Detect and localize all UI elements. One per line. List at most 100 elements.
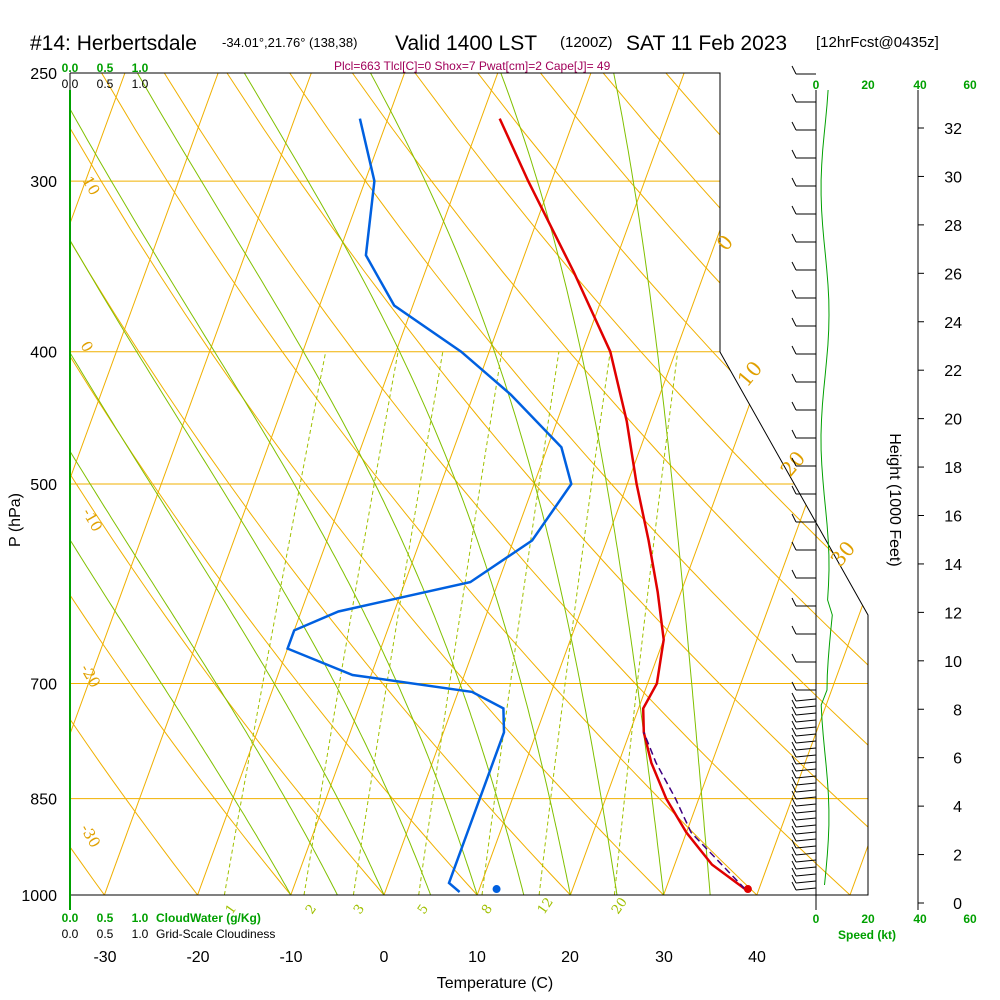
chart-utc-time: (1200Z) [560,34,613,51]
mixing-ratio-line [352,351,444,895]
wind-barb [795,726,817,730]
height-tick-label: 14 [944,557,962,574]
cloudwater-bottom-tick: 0.0 [62,911,79,925]
cloudwater-legend: CloudWater (g/Kg) [156,911,261,925]
isotherm-line [70,73,312,895]
height-tick-label: 22 [944,363,962,380]
wind-barb-flag [791,706,797,716]
wind-barb-flag [791,513,797,523]
wind-barb-flag [791,65,797,75]
wind-barb-flag [791,692,797,702]
height-tick-label: 6 [953,751,962,768]
cloudwater-top-tick: 0.0 [62,61,79,75]
isotherm-line [0,73,32,895]
speed-top-tick: 0 [813,78,820,92]
wind-barb-flag [791,699,797,709]
wind-barb [795,740,817,744]
speed-legend: Speed (kt) [838,928,896,942]
moist-adiabat-line [70,73,432,895]
wind-barb-flag [791,867,797,877]
mixing-ratio-label: 12 [535,895,557,917]
wind-barb-flag [791,597,797,607]
isotherm-line [70,73,126,895]
mixing-ratio-line [223,351,327,895]
dry-adiabat-line [477,73,868,895]
axes: -30 -20 -10 0 10 20 30 402503004005007008501000… [21,61,977,966]
wind-barb [795,719,817,723]
moist-adiabat-line [70,73,478,895]
height-tick-label: 4 [953,799,962,816]
wind-barb-flag [791,818,797,828]
stability-stats: Plcl=663 Tlcl[C]=0 Shox=7 Pwat[cm]=2 Cap… [334,59,611,73]
speed-bottom-tick: 0 [813,912,820,926]
chart-coords: -34.01°,21.76° (138,38) [222,35,357,50]
isotherm-line [197,73,499,895]
wind-barb [795,705,817,709]
wind-barb-flag [791,345,797,355]
wind-barb-flag [791,846,797,856]
x-tick-label: -10 [279,949,302,966]
height-tick-label: 16 [944,509,962,526]
cloudiness-legend: Grid-Scale Cloudiness [156,927,275,941]
speed-bottom-tick: 60 [963,912,977,926]
wind-barb [795,852,817,856]
mixing-ratio-line [303,351,399,895]
wind-barb-flag [791,839,797,849]
wind-barb [795,873,817,877]
dry-adiabat-line [917,73,1000,895]
mixing-ratio-label: 5 [415,902,432,917]
wind-barb-flag [791,825,797,835]
wind-barb-flag [791,149,797,159]
mixing-ratio-label: 2 [303,902,320,917]
mixing-ratio-line [418,351,503,895]
mixing-ratio-line [481,351,560,895]
speed-top-tick: 20 [861,78,875,92]
dry-adiabat-line [351,73,868,895]
wind-barb-flag [791,121,797,131]
wind-barb [795,845,817,849]
surface-temperature-dot [743,885,752,894]
wind-barb [795,747,817,751]
wind-barb-flag [791,541,797,551]
wind-barb-flag [791,741,797,751]
speed-bottom-tick: 20 [861,912,875,926]
moist-adiabat-line [136,73,525,895]
height-tick-label: 28 [944,218,962,235]
dry-adiabat-line [70,73,664,895]
wind-barb-flag [791,776,797,786]
wind-barb [795,733,817,737]
mixing-ratio-line [538,351,611,895]
wind-barb [795,698,817,702]
mixing-ratio-label: 20 [609,895,631,917]
height-tick-label: 32 [944,121,962,138]
moist-adiabat-line [70,73,292,895]
y-tick-label: 1000 [21,888,57,905]
wind-barb-flag [791,457,797,467]
cloudiness-top-tick: 0.5 [97,77,114,91]
wind-barb-flag [791,93,797,103]
wind-barb-flag [791,317,797,327]
isobar-lines [70,73,868,895]
y-tick-label: 500 [30,477,57,494]
isotherm-label: 30 [825,536,860,571]
wind-barbs [791,65,817,891]
wind-barb-flag [791,261,797,271]
wind-barb-flag [791,713,797,723]
isotherm-line [70,73,219,895]
isotherm-line [849,73,868,895]
dry-adiabat-line [70,73,292,895]
dry-adiabat-label: 0 [77,338,97,355]
isotherm-label: 20 [775,446,810,481]
isotherm-label: 10 [732,356,767,391]
height-tick-label: 24 [944,315,962,332]
height-axis-label: Height (1000 Feet) [886,433,903,566]
x-tick-label: 20 [561,949,579,966]
height-tick-label: 2 [953,848,962,865]
isotherm-line [756,73,868,895]
wind-barb [795,768,817,772]
wind-barb-flag [791,653,797,663]
moist-adiabat-line [70,73,385,895]
moist-adiabat-line [370,73,618,895]
